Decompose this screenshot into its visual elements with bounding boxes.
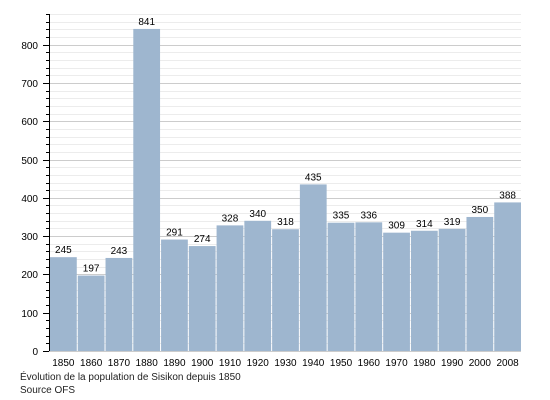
x-tick-label: 1900 bbox=[191, 358, 214, 369]
data-label: 245 bbox=[55, 245, 72, 256]
data-labels: 245 197 243 841 291 274 328 340 318 435 335 336 309 3… bbox=[55, 17, 516, 275]
x-tick-label: 1930 bbox=[274, 358, 297, 369]
data-label: 328 bbox=[222, 213, 239, 224]
y-tick-label: 600 bbox=[21, 117, 38, 128]
data-label: 435 bbox=[305, 172, 322, 183]
x-tick-label: 1980 bbox=[413, 358, 436, 369]
y-tick-label: 0 bbox=[32, 347, 38, 358]
x-tick-label: 1990 bbox=[441, 358, 464, 369]
bar bbox=[494, 202, 521, 351]
x-tick-labels: 1850 1860 1870 1880 1890 1900 1910 1920 1930 1940… bbox=[52, 358, 519, 369]
bar bbox=[272, 229, 299, 351]
data-label: 350 bbox=[472, 205, 489, 216]
x-tick-label: 1950 bbox=[330, 358, 353, 369]
data-label: 197 bbox=[83, 264, 100, 275]
data-label: 388 bbox=[499, 190, 516, 201]
x-tick-label: 2008 bbox=[496, 358, 519, 369]
chart-source: Source OFS bbox=[20, 385, 76, 396]
x-tick-label: 1850 bbox=[52, 358, 75, 369]
data-label: 318 bbox=[277, 217, 294, 228]
x-tick-label: 1970 bbox=[385, 358, 408, 369]
bar bbox=[438, 228, 466, 351]
y-tick-label: 800 bbox=[21, 41, 38, 52]
x-tick-label: 1860 bbox=[80, 358, 103, 369]
data-label: 336 bbox=[360, 210, 377, 221]
data-label: 335 bbox=[333, 211, 350, 222]
bar bbox=[244, 220, 272, 351]
x-tick-label: 1880 bbox=[136, 358, 159, 369]
y-tick-label: 400 bbox=[21, 194, 38, 205]
y-tick-label: 500 bbox=[21, 156, 38, 167]
bar bbox=[383, 232, 410, 351]
y-tick-label: 200 bbox=[21, 270, 38, 281]
y-tick-label: 100 bbox=[21, 309, 38, 320]
chart-caption: Évolution de la population de Sisikon de… bbox=[20, 372, 241, 383]
bar bbox=[410, 230, 438, 351]
data-label: 309 bbox=[388, 221, 405, 232]
bar bbox=[50, 257, 77, 351]
bar bbox=[105, 257, 133, 351]
data-label: 340 bbox=[249, 209, 266, 220]
bar bbox=[355, 222, 383, 351]
x-tick-label: 1890 bbox=[163, 358, 186, 369]
x-tick-label: 1940 bbox=[302, 358, 325, 369]
data-label: 291 bbox=[166, 228, 183, 239]
y-tick-label: 700 bbox=[21, 79, 38, 90]
data-label: 319 bbox=[444, 217, 461, 228]
bar bbox=[327, 222, 355, 351]
bar bbox=[133, 28, 161, 351]
data-label: 841 bbox=[138, 17, 155, 28]
bar bbox=[216, 225, 244, 351]
bar bbox=[77, 275, 105, 351]
x-tick-label: 1870 bbox=[108, 358, 131, 369]
data-label: 314 bbox=[416, 219, 433, 230]
bar bbox=[188, 246, 216, 351]
x-tick-label: 2000 bbox=[469, 358, 492, 369]
y-tick-label: 300 bbox=[21, 232, 38, 243]
data-label: 274 bbox=[194, 234, 211, 245]
x-tick-label: 1920 bbox=[247, 358, 270, 369]
bars bbox=[50, 28, 521, 351]
y-axis: 0 100 200 300 400 500 600 700 800 bbox=[21, 14, 50, 358]
x-tick-label: 1960 bbox=[358, 358, 381, 369]
bar bbox=[299, 184, 327, 351]
data-label: 243 bbox=[111, 246, 128, 257]
bar bbox=[161, 239, 188, 351]
bar bbox=[466, 216, 494, 351]
x-tick-label: 1910 bbox=[219, 358, 242, 369]
